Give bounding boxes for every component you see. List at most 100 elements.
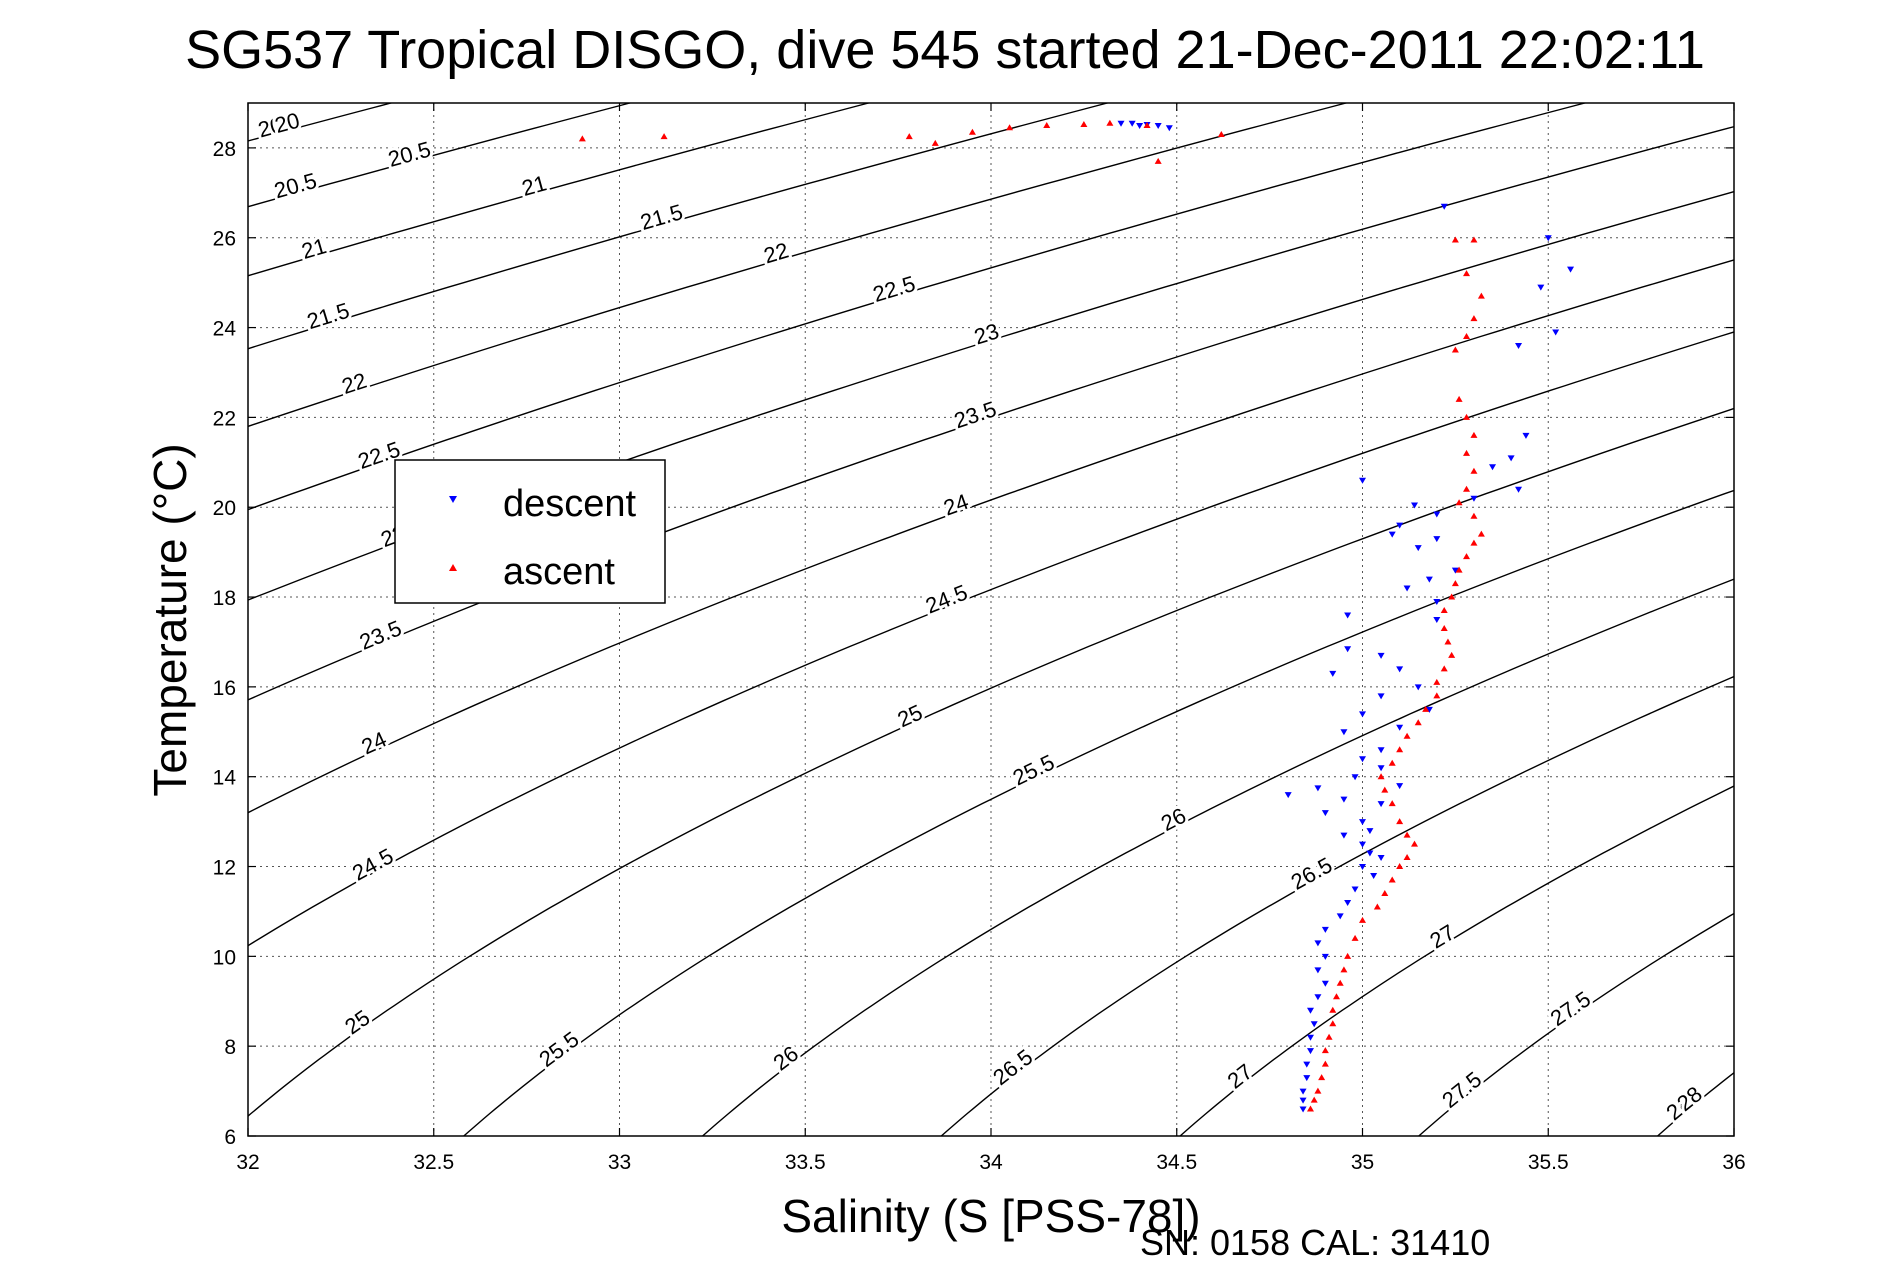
descent-point	[1321, 980, 1329, 987]
descent-point	[1299, 1088, 1307, 1095]
ascent-point	[1377, 773, 1385, 780]
descent-point	[1370, 873, 1378, 880]
density-contour	[248, 103, 872, 277]
ascent-point	[1340, 966, 1348, 973]
descent-point	[1299, 1106, 1307, 1113]
descent-point	[1396, 724, 1404, 731]
descent-point	[1321, 953, 1329, 960]
density-contour-label: 24.5	[348, 843, 398, 885]
y-tick-label: 28	[213, 138, 236, 161]
descent-point	[1359, 711, 1366, 718]
legend: descent ascent	[394, 459, 666, 604]
legend-box	[394, 459, 666, 604]
density-contour-label: 26	[1157, 803, 1190, 836]
y-tick-label: 22	[213, 407, 236, 430]
ascent-point	[1455, 566, 1463, 573]
descent-point	[1425, 576, 1433, 583]
legend-ascent-marker	[449, 564, 457, 571]
descent-point	[1306, 1048, 1314, 1055]
ascent-point	[1396, 746, 1404, 753]
y-tick-label: 14	[213, 767, 237, 790]
density-contour	[248, 103, 633, 208]
ascent-point	[1470, 431, 1478, 438]
y-axis-ticks: 6 8 10 12 14 16 18 20 22 24 26 28	[213, 138, 1734, 1149]
descent-point	[1314, 940, 1322, 947]
ascent-point	[1433, 692, 1441, 699]
serial-cal-info: SN: 0158 CAL: 31410	[1140, 1222, 1490, 1262]
descent-point	[1433, 617, 1441, 623]
density-contour	[248, 103, 394, 142]
y-tick-label: 10	[213, 946, 236, 969]
density-contour	[1417, 912, 1734, 1136]
density-contour	[462, 489, 1734, 1136]
y-tick-label: 12	[213, 857, 236, 880]
descent-point	[1377, 693, 1385, 700]
ascent-point	[1470, 512, 1478, 519]
legend-descent-marker	[449, 496, 457, 503]
density-contour-label: 26.5	[1287, 852, 1337, 895]
ascent-point	[1359, 916, 1366, 923]
ascent-point	[1414, 719, 1422, 726]
ascent-point	[1448, 651, 1456, 658]
ascent-point	[1321, 1060, 1329, 1067]
ascent-point	[1106, 119, 1114, 126]
descent-point	[1359, 756, 1366, 763]
descent-point	[1299, 1097, 1307, 1104]
ascent-point	[1477, 292, 1485, 299]
descent-point	[1117, 120, 1125, 127]
x-tick-label: 32	[236, 1151, 259, 1174]
ascent-point	[1351, 934, 1359, 941]
ascent-point	[1332, 993, 1340, 1000]
descent-point	[1433, 511, 1441, 518]
ascent-point	[1451, 580, 1459, 587]
x-tick-label: 33.5	[785, 1151, 826, 1174]
descent-point	[1414, 684, 1422, 691]
ascent-point	[1451, 346, 1459, 353]
ascent-point	[1154, 157, 1162, 164]
ascent-point	[1403, 831, 1411, 838]
legend-ascent-label: ascent	[503, 551, 615, 593]
ascent-point	[1403, 854, 1411, 861]
y-axis-label: Temperature (°C)	[144, 443, 196, 796]
descent-point	[1366, 850, 1374, 857]
descent-point	[1321, 810, 1329, 817]
ascent-point	[1463, 449, 1471, 456]
descent-point	[1440, 203, 1448, 210]
density-contour-label: 27.5	[1546, 986, 1595, 1031]
density-contour-label: 26.5	[988, 1044, 1037, 1090]
ascent-point	[1217, 130, 1225, 137]
x-axis-ticks: 32 32.5 33 33.5 34 34.5 35 35.5 36	[236, 103, 1746, 1174]
descent-point	[1425, 706, 1433, 713]
descent-point	[1336, 913, 1344, 920]
descent-point	[1515, 343, 1523, 350]
ascent-point	[1396, 818, 1404, 825]
ascent-point	[1463, 413, 1471, 420]
chart-title: SG537 Tropical DISGO, dive 545 started 2…	[185, 20, 1705, 80]
descent-point	[1396, 783, 1404, 790]
ascent-point	[1310, 1096, 1318, 1103]
x-tick-label: 32.5	[413, 1151, 454, 1174]
density-contour-label: 20.5	[385, 136, 433, 171]
descent-point	[1321, 926, 1329, 933]
density-contour	[1656, 1071, 1734, 1136]
descent-point	[1537, 284, 1545, 291]
density-contour-labels: 202020.520.5212121.521.5222222.522.52323…	[252, 104, 1710, 1128]
ascent-point	[1451, 236, 1459, 243]
descent-point	[1433, 536, 1441, 543]
descent-point	[1359, 864, 1366, 871]
ascent-point	[1006, 124, 1014, 131]
ascent-point	[1314, 1087, 1322, 1094]
ascent-point	[1373, 903, 1381, 910]
density-contour	[248, 331, 1734, 947]
x-tick-label: 35.5	[1528, 1151, 1569, 1174]
ascent-point	[1477, 530, 1485, 537]
ascent-point	[1381, 786, 1389, 793]
ascent-point	[1455, 395, 1463, 402]
descent-point	[1377, 652, 1385, 659]
descent-point	[1377, 747, 1385, 754]
x-tick-label: 34.5	[1156, 1151, 1197, 1174]
descent-point	[1344, 899, 1352, 906]
x-tick-label: 34	[979, 1151, 1003, 1174]
descent-point	[1366, 828, 1374, 835]
